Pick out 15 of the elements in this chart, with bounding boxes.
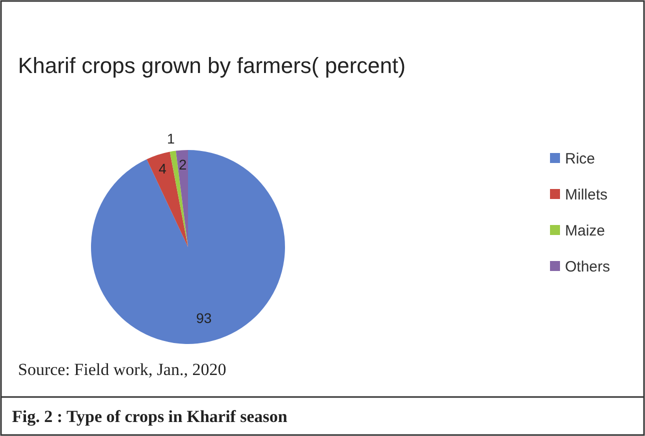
legend-label: Maize (565, 222, 606, 240)
pie-slice (170, 150, 188, 247)
pie-slice (91, 150, 285, 344)
data-label: 93 (196, 310, 212, 326)
data-label: 4 (158, 160, 167, 176)
legend-label: Others (565, 258, 610, 276)
data-label: 2 (178, 156, 187, 173)
legend-label: Rice (565, 150, 596, 168)
pie-slice (176, 150, 188, 247)
source-note: Source: Field work, Jan., 2020 (18, 360, 226, 379)
chart-title: Kharif crops grown by farmers( percent) (18, 53, 406, 78)
pie-slice (146, 152, 188, 247)
caption: Fig. 2 : Type of crops in Kharif season (12, 407, 288, 426)
data-label: 1 (166, 130, 175, 147)
legend-label: Millets (565, 186, 608, 204)
